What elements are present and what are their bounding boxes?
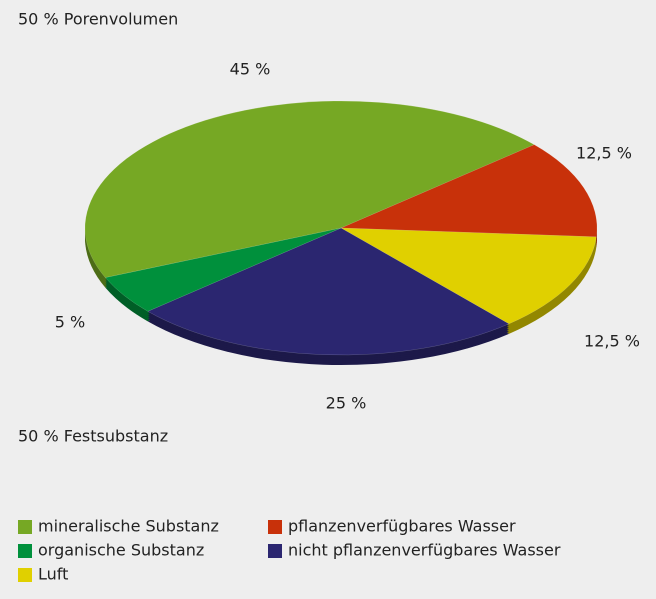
legend-swatch (18, 520, 32, 534)
value-label: 25 % (326, 394, 367, 413)
legend-label: organische Substanz (38, 541, 204, 560)
annotation: 50 % Festsubstanz (18, 427, 168, 446)
slice (84, 100, 535, 278)
legend-swatch (18, 544, 32, 558)
legend-label: Luft (38, 565, 68, 584)
annotation: 50 % Porenvolumen (18, 10, 178, 29)
value-label: 12,5 % (584, 332, 640, 351)
slice (104, 227, 342, 312)
legend-swatch (18, 568, 32, 582)
legend-swatch (268, 520, 282, 534)
value-label: 12,5 % (576, 144, 632, 163)
legend-label: nicht pflanzenverfügbares Wasser (288, 541, 561, 560)
legend-swatch (268, 544, 282, 558)
legend-label: mineralische Substanz (38, 517, 219, 536)
value-label: 5 % (55, 313, 85, 332)
value-label: 45 % (230, 60, 271, 79)
legend-label: pflanzenverfügbares Wasser (288, 517, 516, 536)
slice (340, 227, 597, 325)
slice (147, 227, 510, 356)
slice (340, 144, 598, 238)
